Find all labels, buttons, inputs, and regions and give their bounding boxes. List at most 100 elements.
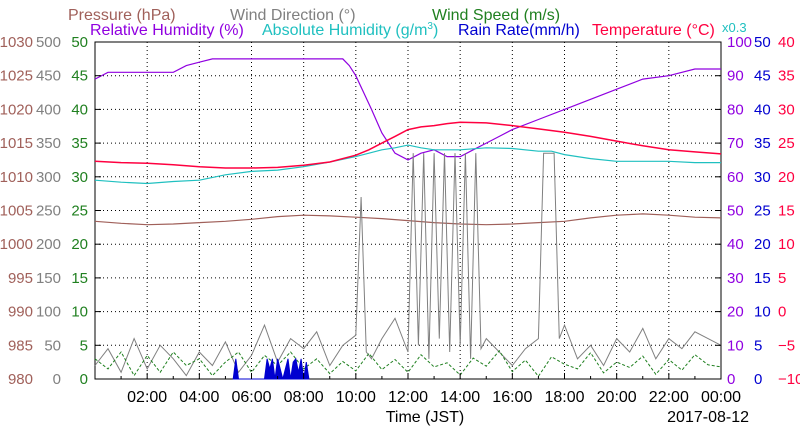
- series-rain-rate: [232, 357, 310, 380]
- temperature-tick-label: 25: [778, 135, 795, 152]
- relative-humidity-tick-label: 10: [727, 337, 744, 354]
- x-tick-label: 02:00: [127, 389, 167, 406]
- pressure-tick-label: 1030: [0, 34, 33, 51]
- legend-wind-direction: Wind Direction (°): [230, 7, 356, 24]
- legend-absolute-humidity-sup: 3: [427, 21, 433, 32]
- series-pressure: [94, 213, 722, 226]
- pressure-tick-label: 980: [8, 371, 33, 388]
- wind-direction-tick-label: 150: [36, 270, 61, 287]
- legend-rain-rate: Rain Rate(mm/h): [458, 22, 580, 39]
- wind-speed-tick-label: 35: [71, 135, 88, 152]
- x-tick-label: 20:00: [597, 389, 637, 406]
- wind-direction-tick-label: 200: [36, 236, 61, 253]
- wind-direction-tick-label: 400: [36, 101, 61, 118]
- legend-wind-speed: Wind Speed (m/s): [432, 7, 560, 24]
- temperature-tick-label: 40: [778, 34, 795, 51]
- temperature-tick-label: −5: [778, 337, 795, 354]
- x-tick-label: 12:00: [388, 389, 428, 406]
- relative-humidity-tick-label: 100: [727, 34, 752, 51]
- rain-rate-tick-label: 30: [754, 169, 771, 186]
- date-label: 2017-08-12: [667, 409, 749, 426]
- legend-absolute-humidity: Absolute Humidity (g/m3): [262, 21, 438, 39]
- rain-rate-tick-label: 50: [754, 34, 771, 51]
- rain-rate-tick-label: 20: [754, 236, 771, 253]
- wind-speed-tick-label: 25: [71, 203, 88, 220]
- wind-speed-tick-label: 0: [80, 371, 88, 388]
- wind-direction-tick-label: 50: [44, 337, 61, 354]
- x-tick-label: 06:00: [231, 389, 271, 406]
- relative-humidity-tick-label: 0: [727, 371, 735, 388]
- wind-speed-tick-label: 40: [71, 101, 88, 118]
- x-tick-label: 22:00: [649, 389, 689, 406]
- x-tick-label: 14:00: [440, 389, 480, 406]
- wind-direction-tick-label: 0: [53, 371, 61, 388]
- series-absolute-humidity: [94, 144, 721, 185]
- wind-speed-tick-label: 20: [71, 236, 88, 253]
- pressure-tick-label: 985: [8, 337, 33, 354]
- temperature-tick-label: 15: [778, 203, 795, 220]
- ticks-group: [95, 41, 722, 380]
- legend-absolute-humidity-suffix: ): [433, 22, 438, 39]
- wind-direction-tick-label: 350: [36, 135, 61, 152]
- pressure-tick-label: 995: [8, 270, 33, 287]
- rain-rate-tick-label: 10: [754, 304, 771, 321]
- rain-rate-tick-label: 35: [754, 135, 771, 152]
- x-tick-label: 18:00: [544, 389, 584, 406]
- x-tick-label: 00:00: [701, 389, 741, 406]
- temperature-tick-label: 35: [778, 68, 795, 85]
- relative-humidity-tick-label: 70: [727, 135, 744, 152]
- legend-relative-humidity: Relative Humidity (%): [90, 22, 244, 39]
- temperature-tick-label: 20: [778, 169, 795, 186]
- rain-rate-tick-label: 5: [754, 337, 762, 354]
- rain-rate-tick-label: 25: [754, 203, 771, 220]
- pressure-tick-label: 1025: [0, 68, 33, 85]
- x-tick-label: 10:00: [336, 389, 376, 406]
- series-relative-humidity: [94, 58, 721, 161]
- pressure-tick-label: 1020: [0, 101, 33, 118]
- pressure-tick-label: 1000: [0, 236, 33, 253]
- pressure-tick-label: 990: [8, 304, 33, 321]
- relative-humidity-tick-label: 90: [727, 68, 744, 85]
- pressure-tick-label: 1010: [0, 169, 33, 186]
- pressure-tick-label: 1005: [0, 203, 33, 220]
- x-tick-label: 16:00: [492, 389, 532, 406]
- relative-humidity-tick-label: 20: [727, 304, 744, 321]
- x-tick-label: 04:00: [179, 389, 219, 406]
- pressure-tick-label: 1015: [0, 135, 33, 152]
- legend-rain-scale: x0.3: [722, 20, 747, 35]
- rain-rate-tick-label: 0: [754, 371, 762, 388]
- legend-absolute-humidity-prefix: Absolute Humidity (g/m: [262, 22, 427, 39]
- series-temperature: [94, 121, 722, 169]
- wind-direction-tick-label: 300: [36, 169, 61, 186]
- grid: [95, 42, 721, 379]
- relative-humidity-tick-label: 50: [727, 203, 744, 220]
- x-axis-title: Time (JST): [386, 409, 465, 426]
- legend-pressure: Pressure (hPa): [68, 7, 176, 24]
- wind-speed-tick-label: 45: [71, 68, 88, 85]
- wind-direction-tick-label: 250: [36, 203, 61, 220]
- relative-humidity-tick-label: 40: [727, 236, 744, 253]
- axis-labels-group: 02:00 04:00 06:00 08:00 10:00 12:00 14:00 16:00…: [0, 34, 800, 406]
- wind-speed-tick-label: 15: [71, 270, 88, 287]
- rain-rate-tick-label: 40: [754, 101, 771, 118]
- wind-direction-tick-label: 450: [36, 68, 61, 85]
- relative-humidity-tick-label: 60: [727, 169, 744, 186]
- temperature-tick-label: −10: [778, 371, 800, 388]
- rain-rate-tick-label: 45: [754, 68, 771, 85]
- relative-humidity-tick-label: 80: [727, 101, 744, 118]
- x-tick-label: 08:00: [284, 389, 324, 406]
- legend-temperature: Temperature (°C): [592, 22, 715, 39]
- wind-speed-tick-label: 50: [71, 34, 88, 51]
- wind-speed-tick-label: 5: [80, 337, 88, 354]
- temperature-tick-label: 0: [778, 304, 786, 321]
- wind-speed-tick-label: 30: [71, 169, 88, 186]
- series-wind-speed: [94, 349, 722, 378]
- wind-direction-tick-label: 100: [36, 304, 61, 321]
- rain-rate-tick-label: 15: [754, 270, 771, 287]
- wind-speed-tick-label: 10: [71, 304, 88, 321]
- series-wind-direction: [94, 152, 722, 377]
- series-group: [94, 58, 722, 380]
- wind-direction-tick-label: 500: [36, 34, 61, 51]
- temperature-tick-label: 5: [778, 270, 786, 287]
